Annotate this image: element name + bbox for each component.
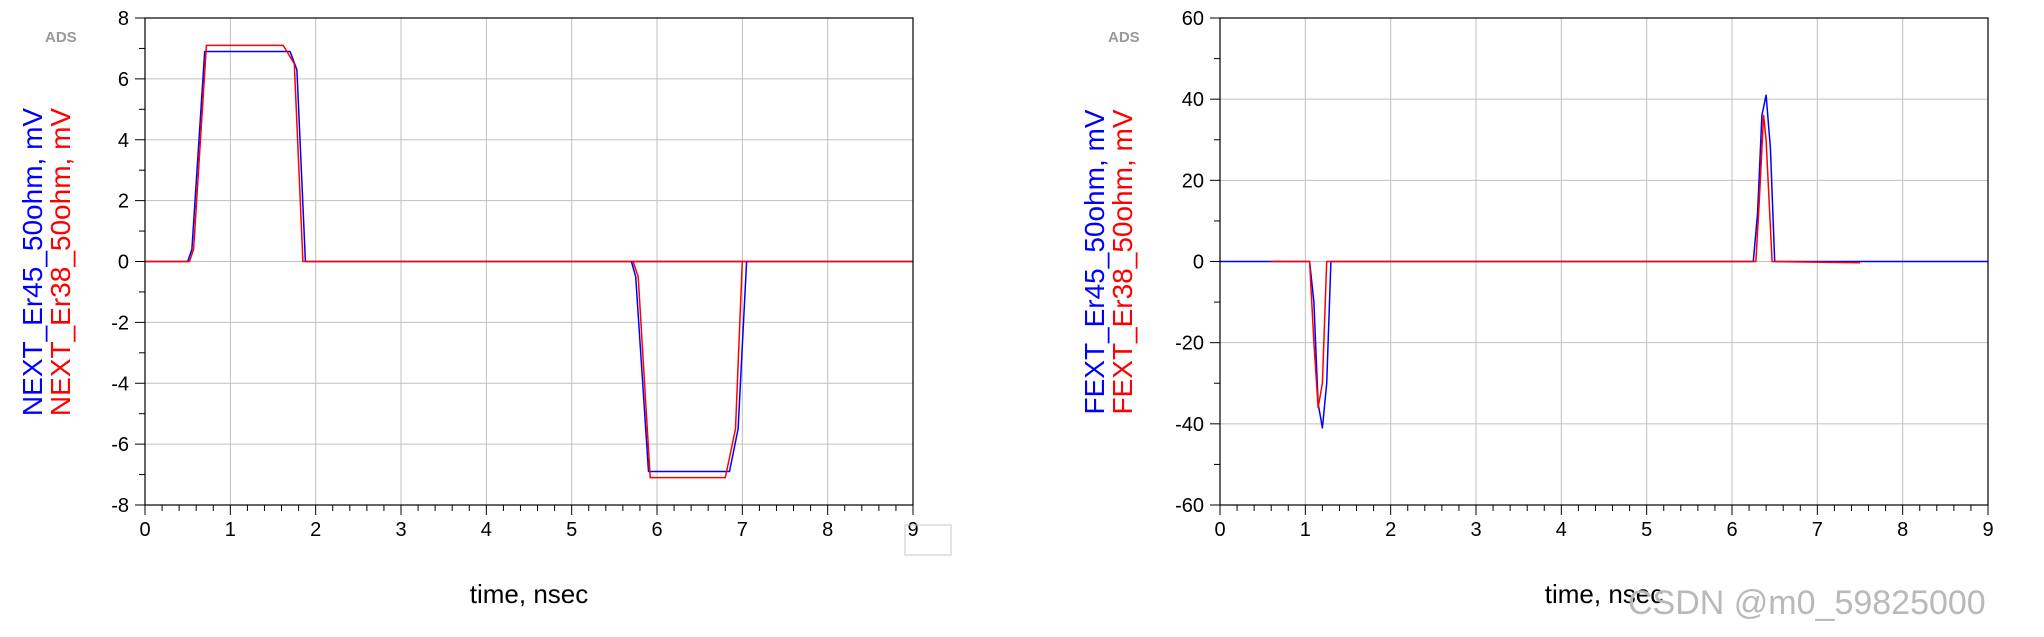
next-y-tick-label: -2: [111, 312, 129, 334]
next-y-axis-title-red: NEXT_Er38_50ohm, mV: [45, 108, 76, 416]
next-y-tick-label: -6: [111, 434, 129, 456]
next-series-line: [630, 261, 748, 473]
watermark: CSDN @m0_59825000: [1628, 584, 1986, 622]
next-y-tick-label: -8: [111, 495, 129, 517]
next-ticks: [135, 17, 914, 515]
fext-y-tick-label: -20: [1175, 333, 1204, 355]
fext-y-tick-label: 60: [1182, 8, 1204, 30]
ads-logo: ADS: [1108, 29, 1140, 46]
next-x-tick-label: 2: [310, 519, 321, 541]
fext-x-tick-label: 6: [1726, 519, 1737, 541]
fext-chart: ADS 0 1 2 3 4 5 6 7 8 9 -60 -40 -20 0 20 40 60 time, nse…: [1079, 8, 1994, 609]
next-x-axis-title: time, nsec: [470, 579, 589, 609]
fext-x-axis-title: time, nsec: [1545, 579, 1664, 609]
next-x-tick-label: 7: [737, 519, 748, 541]
next-series: [145, 44, 913, 479]
next-series-line: [145, 44, 913, 263]
next-x-tick-label: 1: [225, 519, 236, 541]
fext-x-tick-label: 5: [1641, 519, 1652, 541]
fext-y-tick-label: 20: [1182, 170, 1204, 192]
next-x-tick-label: 8: [822, 519, 833, 541]
next-x-tick-label: 4: [481, 519, 492, 541]
next-y-axis-title-blue: NEXT_Er45_50ohm, mV: [17, 108, 48, 416]
next-y-tick-label: 6: [118, 69, 129, 91]
fext-x-tick-label: 3: [1470, 519, 1481, 541]
fext-x-tick-label: 0: [1214, 519, 1225, 541]
fext-series-line: [1271, 114, 1861, 409]
fext-y-tick-label: 0: [1193, 252, 1204, 274]
next-x-tick-label: 9: [907, 519, 918, 541]
fext-y-axis-title-red: FEXT_Er38_50ohm, mV: [1107, 109, 1138, 414]
next-y-tick-label: 4: [118, 130, 129, 152]
fext-x-tick-label: 1: [1300, 519, 1311, 541]
next-x-tick-label: 0: [139, 519, 150, 541]
fext-series: [1220, 94, 1988, 429]
next-series-line: [632, 261, 744, 479]
next-chart: ADS 0 1 2 3 4 5 6 7 8 9 -8 -6 -4 -2 0 2 4 6 8 time, nsec N…: [17, 8, 952, 609]
fext-x-tick-label: 4: [1556, 519, 1567, 541]
ads-logo: ADS: [45, 29, 77, 46]
next-outlined-tick-box: [904, 524, 952, 556]
next-y-tick-label: 2: [118, 191, 129, 213]
next-y-tick-label: 8: [118, 8, 129, 30]
fext-tick-labels: 0 1 2 3 4 5 6 7 8 9 -60 -40 -20 0 20 40 60: [1175, 8, 1993, 541]
next-plot-frame: [144, 17, 914, 506]
next-x-tick-label: 3: [395, 519, 406, 541]
fext-x-tick-label: 2: [1385, 519, 1396, 541]
fext-x-tick-label: 8: [1897, 519, 1908, 541]
fext-x-tick-label: 9: [1982, 519, 1993, 541]
fext-plot-frame: [1219, 17, 1989, 506]
next-x-tick-label: 6: [651, 519, 662, 541]
fext-ticks: [1210, 17, 1989, 515]
fext-x-tick-label: 7: [1812, 519, 1823, 541]
next-series-line: [145, 50, 913, 263]
fext-y-tick-label: 40: [1182, 89, 1204, 111]
fext-y-tick-label: -60: [1175, 495, 1204, 517]
next-y-tick-label: -4: [111, 373, 129, 395]
fext-y-tick-label: -40: [1175, 414, 1204, 436]
next-x-tick-label: 5: [566, 519, 577, 541]
fext-y-axis-title-blue: FEXT_Er45_50ohm, mV: [1079, 109, 1110, 414]
next-tick-labels: 0 1 2 3 4 5 6 7 8 9 -8 -6 -4 -2 0 2 4 6 8: [111, 8, 952, 556]
next-y-tick-label: 0: [118, 252, 129, 274]
